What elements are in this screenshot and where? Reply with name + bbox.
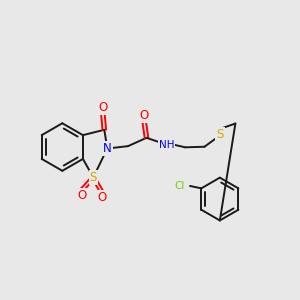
Text: S: S <box>90 171 97 184</box>
Text: O: O <box>98 101 107 114</box>
Text: O: O <box>77 189 86 202</box>
Text: Cl: Cl <box>174 181 185 191</box>
Text: O: O <box>140 109 149 122</box>
Text: NH: NH <box>159 140 174 150</box>
Text: N: N <box>103 142 112 155</box>
Text: S: S <box>216 128 224 141</box>
Text: O: O <box>97 191 106 204</box>
